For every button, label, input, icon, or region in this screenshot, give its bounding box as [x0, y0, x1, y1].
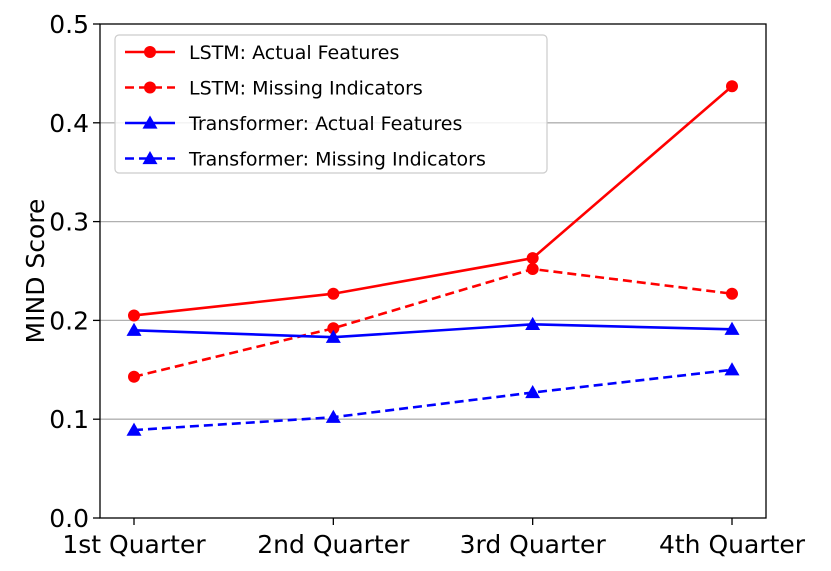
- legend-label: LSTM: Missing Indicators: [189, 78, 423, 100]
- data-point: [525, 385, 541, 399]
- series-transformer-missing-indicators: [126, 362, 740, 436]
- legend-label: LSTM: Actual Features: [189, 42, 399, 64]
- series-lstm-actual-features: [128, 80, 738, 322]
- y-tick-label: 0.4: [49, 109, 89, 138]
- series-lstm-missing-indicators: [128, 263, 738, 383]
- y-tick-label: 0.2: [49, 306, 89, 335]
- data-point: [726, 80, 738, 93]
- data-point: [126, 422, 142, 436]
- legend-marker: [144, 46, 156, 58]
- legend-marker: [142, 151, 158, 165]
- y-tick-label: 0.1: [49, 405, 89, 434]
- series-line: [133, 368, 733, 432]
- data-point: [128, 370, 140, 383]
- x-tick-label: 4th Quarter: [659, 530, 806, 559]
- series-transformer-actual-features: [126, 316, 740, 343]
- data-point: [325, 329, 341, 343]
- x-axis: 1st Quarter 2nd Quarter 3rd Quarter 4th Qua…: [62, 518, 806, 559]
- y-tick-label: 0.3: [49, 208, 89, 237]
- legend-marker: [142, 115, 158, 129]
- x-tick-label: 3rd Quarter: [460, 530, 607, 559]
- data-point: [724, 321, 740, 335]
- data-point: [726, 287, 738, 300]
- data-point: [526, 263, 539, 276]
- legend-box: [114, 34, 548, 174]
- legend-label: Transformer: Actual Features: [188, 113, 462, 135]
- data-point: [126, 322, 142, 336]
- legend: LSTM: Actual Features LSTM: Missing Indic…: [114, 34, 548, 174]
- series-layer: [126, 80, 740, 436]
- series-line: [133, 323, 733, 339]
- data-point: [525, 316, 541, 330]
- legend-marker: [144, 81, 156, 94]
- data-point: [327, 322, 340, 335]
- plot-area-frame: [99, 23, 767, 519]
- series-line: [133, 267, 733, 378]
- y-axis: 0.0 0.1 0.2 0.3 0.4 0.5: [49, 10, 100, 533]
- data-point: [526, 252, 539, 265]
- legend-label: Transformer: Missing Indicators: [188, 149, 486, 171]
- series-line: [133, 85, 733, 317]
- y-tick-label: 0.5: [49, 10, 89, 39]
- x-tick-label: 1st Quarter: [62, 530, 206, 559]
- y-tick-label: 0.0: [49, 504, 89, 533]
- data-point: [327, 287, 340, 300]
- data-point: [128, 309, 140, 322]
- data-point: [325, 409, 341, 423]
- x-tick-label: 2nd Quarter: [257, 530, 410, 559]
- data-point: [724, 362, 740, 376]
- y-axis-title: MIND Score: [21, 199, 50, 344]
